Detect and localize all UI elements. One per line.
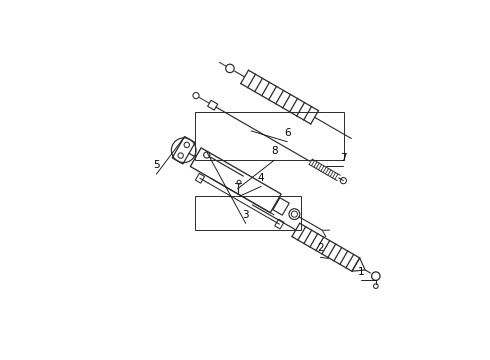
Text: 6: 6 [284, 128, 291, 138]
Text: 5: 5 [153, 160, 160, 170]
Text: 3: 3 [243, 210, 249, 220]
Text: 2: 2 [317, 243, 324, 253]
Bar [195, 112, 343, 160]
Text: 7: 7 [340, 153, 347, 163]
Text: 8: 8 [271, 147, 277, 156]
Bar [195, 195, 301, 230]
Text: 1: 1 [358, 266, 365, 276]
Text: 4: 4 [258, 172, 265, 183]
